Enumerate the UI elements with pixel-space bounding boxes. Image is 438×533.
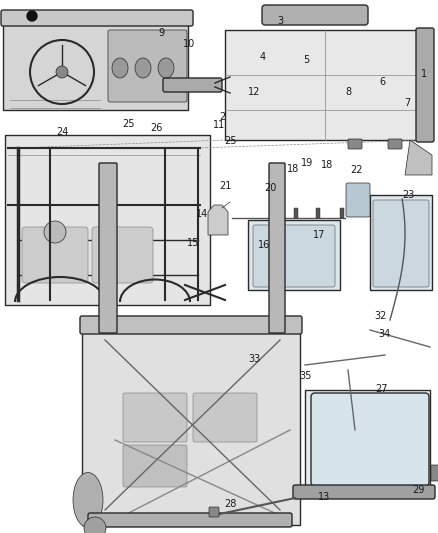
Ellipse shape (158, 58, 174, 78)
FancyBboxPatch shape (209, 507, 219, 517)
FancyBboxPatch shape (416, 28, 434, 142)
Text: 3: 3 (277, 17, 283, 26)
Polygon shape (208, 205, 228, 235)
FancyBboxPatch shape (1, 10, 193, 26)
FancyBboxPatch shape (316, 208, 320, 218)
Text: 33: 33 (248, 354, 260, 364)
Ellipse shape (73, 472, 103, 528)
Text: 10: 10 (183, 39, 195, 49)
FancyBboxPatch shape (92, 227, 153, 283)
Text: 20: 20 (265, 183, 277, 192)
Text: 17: 17 (313, 230, 325, 239)
FancyBboxPatch shape (88, 513, 292, 527)
Text: 4: 4 (260, 52, 266, 62)
Text: 19: 19 (300, 158, 313, 167)
FancyBboxPatch shape (163, 78, 222, 92)
Text: 21: 21 (219, 181, 231, 191)
Text: 25: 25 (225, 136, 237, 146)
Text: 29: 29 (412, 486, 424, 495)
Ellipse shape (84, 517, 106, 533)
Text: 27: 27 (375, 384, 387, 394)
Ellipse shape (44, 221, 66, 243)
Text: 7: 7 (404, 98, 410, 108)
FancyBboxPatch shape (80, 316, 302, 334)
FancyBboxPatch shape (262, 5, 368, 25)
Text: 2: 2 (219, 112, 226, 122)
FancyBboxPatch shape (346, 183, 370, 217)
Polygon shape (5, 135, 210, 305)
Text: 13: 13 (318, 492, 330, 502)
Text: 14: 14 (196, 209, 208, 219)
Text: 22: 22 (351, 165, 363, 175)
FancyBboxPatch shape (431, 465, 438, 481)
FancyBboxPatch shape (108, 30, 187, 102)
Text: 5: 5 (304, 55, 310, 64)
Ellipse shape (112, 58, 128, 78)
Polygon shape (248, 220, 340, 290)
Text: 24: 24 (57, 127, 69, 136)
FancyBboxPatch shape (193, 393, 257, 442)
FancyBboxPatch shape (311, 393, 429, 486)
FancyBboxPatch shape (123, 445, 187, 487)
Text: 15: 15 (187, 238, 199, 247)
FancyBboxPatch shape (340, 208, 344, 218)
FancyBboxPatch shape (293, 485, 435, 499)
Polygon shape (405, 140, 432, 175)
FancyBboxPatch shape (253, 225, 335, 287)
FancyBboxPatch shape (22, 227, 88, 283)
Polygon shape (305, 390, 430, 490)
Text: 6: 6 (379, 77, 385, 86)
Text: 23: 23 (402, 190, 414, 200)
Polygon shape (370, 195, 432, 290)
Text: 18: 18 (286, 165, 299, 174)
Text: 34: 34 (378, 329, 391, 339)
Polygon shape (225, 30, 425, 140)
Text: 8: 8 (345, 87, 351, 97)
Text: 25: 25 (122, 119, 134, 129)
Text: 16: 16 (258, 240, 270, 250)
Text: 18: 18 (321, 160, 333, 169)
FancyBboxPatch shape (294, 208, 298, 218)
FancyBboxPatch shape (388, 139, 402, 149)
Text: 1: 1 (420, 69, 427, 78)
Ellipse shape (27, 11, 37, 21)
Text: 26: 26 (151, 123, 163, 133)
Ellipse shape (135, 58, 151, 78)
FancyBboxPatch shape (269, 163, 285, 333)
FancyBboxPatch shape (123, 393, 187, 442)
FancyBboxPatch shape (99, 163, 117, 333)
FancyBboxPatch shape (348, 139, 362, 149)
Text: 28: 28 (224, 499, 236, 508)
Text: 11: 11 (213, 120, 225, 130)
FancyBboxPatch shape (373, 200, 429, 287)
Text: 9: 9 (158, 28, 164, 38)
Ellipse shape (56, 66, 68, 78)
Polygon shape (3, 20, 188, 110)
Text: 32: 32 (374, 311, 387, 320)
Text: 12: 12 (248, 87, 260, 96)
Text: 35: 35 (300, 371, 312, 381)
Polygon shape (82, 320, 300, 525)
